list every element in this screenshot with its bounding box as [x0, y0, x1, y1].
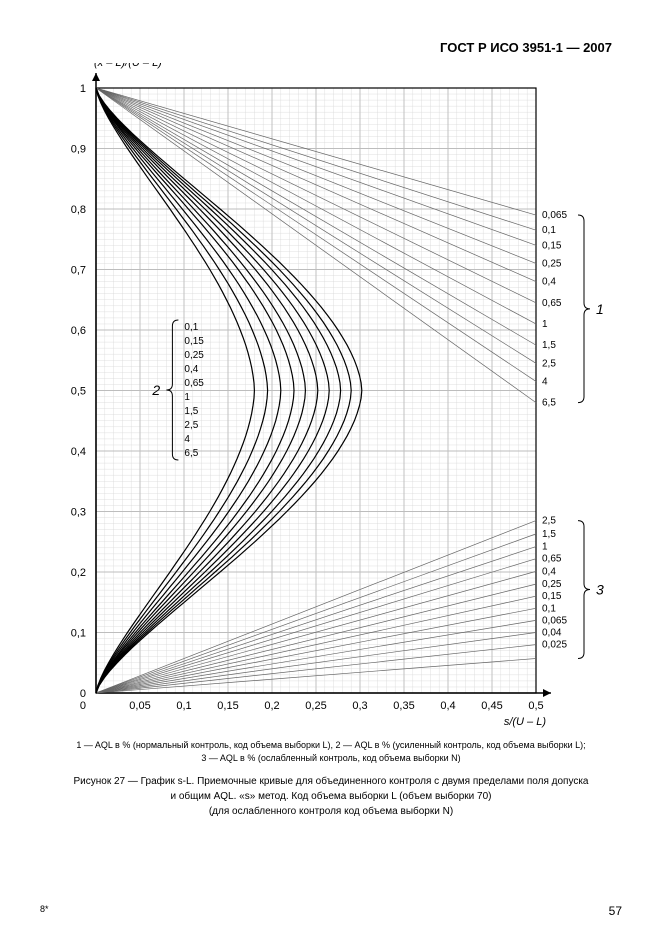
- svg-text:0,4: 0,4: [184, 364, 198, 375]
- page-number: 57: [609, 904, 622, 918]
- svg-text:0,6: 0,6: [71, 325, 86, 337]
- svg-text:0,05: 0,05: [129, 700, 150, 712]
- svg-text:0,1: 0,1: [71, 628, 86, 640]
- svg-text:0,45: 0,45: [481, 700, 502, 712]
- svg-text:4: 4: [184, 434, 190, 445]
- svg-text:0,2: 0,2: [264, 700, 279, 712]
- svg-text:0,1: 0,1: [542, 225, 556, 236]
- svg-text:0,25: 0,25: [542, 258, 562, 269]
- svg-text:0,4: 0,4: [71, 446, 86, 458]
- svg-text:s/(U – L): s/(U – L): [504, 716, 547, 728]
- svg-text:2,5: 2,5: [542, 516, 556, 527]
- svg-text:0,04: 0,04: [542, 628, 562, 639]
- svg-text:1: 1: [596, 301, 604, 317]
- svg-text:3: 3: [596, 582, 604, 598]
- svg-text:1: 1: [542, 542, 548, 553]
- svg-text:2: 2: [151, 382, 160, 398]
- svg-text:0,25: 0,25: [305, 700, 326, 712]
- svg-text:0,65: 0,65: [184, 378, 204, 389]
- svg-text:1,5: 1,5: [184, 406, 198, 417]
- svg-text:1: 1: [184, 392, 190, 403]
- svg-text:0,4: 0,4: [542, 277, 556, 288]
- page-signature: 8*: [40, 904, 49, 914]
- svg-text:1: 1: [80, 83, 86, 95]
- svg-text:2,5: 2,5: [542, 358, 556, 369]
- svg-text:6,5: 6,5: [542, 398, 556, 409]
- svg-text:0,2: 0,2: [71, 567, 86, 579]
- svg-text:0,65: 0,65: [542, 554, 562, 565]
- doc-header: ГОСТ Р ИСО 3951-1 — 2007: [30, 40, 612, 55]
- svg-text:0,1: 0,1: [176, 700, 191, 712]
- svg-text:0,1: 0,1: [542, 603, 556, 614]
- svg-text:0: 0: [80, 688, 86, 700]
- svg-text:0,065: 0,065: [542, 210, 567, 221]
- svg-text:0,1: 0,1: [184, 322, 198, 333]
- svg-text:0,15: 0,15: [542, 591, 562, 602]
- svg-text:2,5: 2,5: [184, 420, 198, 431]
- caption-line-3: (для ослабленного контроля код объема вы…: [50, 804, 612, 819]
- svg-text:(x̄ – L)/(U – L): (x̄ – L)/(U – L): [94, 63, 162, 69]
- sl-chart: 0,050,10,150,20,250,30,350,40,450,500,10…: [31, 63, 631, 733]
- caption-line-2: и общим AQL. «s» метод. Код объема выбор…: [50, 789, 612, 804]
- svg-text:0,4: 0,4: [542, 566, 556, 577]
- svg-text:6,5: 6,5: [184, 448, 198, 459]
- legend-line-1: 1 — AQL в % (нормальный контроль, код об…: [50, 739, 612, 752]
- svg-text:1,5: 1,5: [542, 340, 556, 351]
- svg-text:0,15: 0,15: [542, 240, 562, 251]
- chart-container: 0,050,10,150,20,250,30,350,40,450,500,10…: [31, 63, 631, 733]
- svg-text:0,065: 0,065: [542, 615, 567, 626]
- svg-text:0,4: 0,4: [440, 700, 455, 712]
- svg-text:0,65: 0,65: [542, 298, 562, 309]
- svg-text:0,15: 0,15: [184, 336, 204, 347]
- svg-text:0,025: 0,025: [542, 640, 567, 651]
- svg-text:0,25: 0,25: [184, 350, 204, 361]
- svg-text:0,35: 0,35: [393, 700, 414, 712]
- figure-caption: Рисунок 27 — График s-L. Приемочные крив…: [30, 774, 632, 819]
- svg-text:0,5: 0,5: [71, 386, 86, 398]
- svg-text:0,7: 0,7: [71, 265, 86, 277]
- svg-text:1: 1: [542, 319, 548, 330]
- svg-text:1,5: 1,5: [542, 529, 556, 540]
- caption-line-1: Рисунок 27 — График s-L. Приемочные крив…: [50, 774, 612, 789]
- svg-text:0,9: 0,9: [71, 144, 86, 156]
- svg-text:0,15: 0,15: [217, 700, 238, 712]
- svg-text:0: 0: [80, 700, 86, 712]
- svg-text:0,25: 0,25: [542, 579, 562, 590]
- svg-text:0,3: 0,3: [71, 507, 86, 519]
- legend-line-2: 3 — AQL в % (ослабленный контроль, код о…: [50, 752, 612, 765]
- legend: 1 — AQL в % (нормальный контроль, код об…: [30, 739, 632, 764]
- svg-text:0,3: 0,3: [352, 700, 367, 712]
- svg-text:0,8: 0,8: [71, 204, 86, 216]
- svg-text:0,5: 0,5: [528, 700, 543, 712]
- svg-text:4: 4: [542, 376, 548, 387]
